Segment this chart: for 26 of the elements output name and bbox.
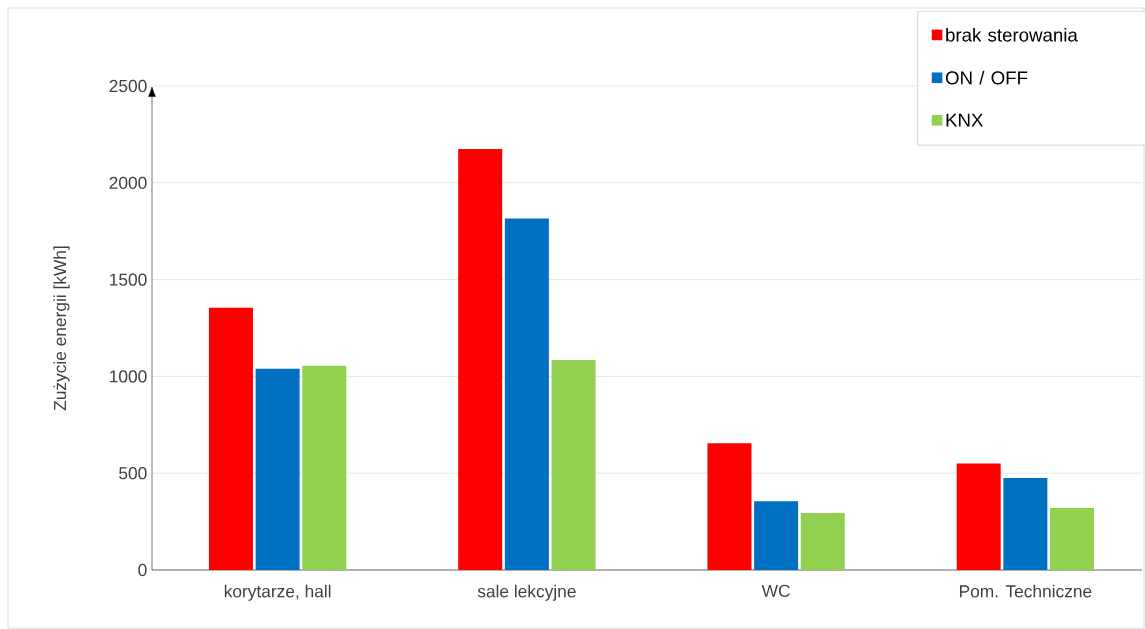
x-tick-label: WC: [761, 584, 790, 597]
y-tick-label: 0: [138, 563, 147, 577]
bar: [302, 365, 347, 570]
y-tick-label: 2000: [109, 176, 147, 189]
bar: [208, 307, 253, 570]
y-tick-label: 2500: [109, 79, 147, 93]
x-tick-label: korytarze, hall: [224, 584, 331, 601]
bar: [1003, 478, 1048, 570]
bar: [800, 512, 845, 570]
y-tick-label: 1000: [110, 370, 147, 383]
y-axis-title: Zużycie energii [kWh]: [53, 246, 70, 411]
bar: [551, 359, 596, 570]
bar: [458, 148, 503, 570]
y-tick-label: 500: [119, 467, 147, 480]
y-tick-label: 1500: [110, 273, 147, 286]
legend-label: brak sterowania: [946, 27, 1078, 42]
x-tick-label: Pom. Techniczne: [959, 584, 1092, 598]
x-tick-label: sale lekcyjne: [477, 584, 576, 601]
bar: [1050, 508, 1095, 570]
bar: [504, 218, 549, 570]
legend-label: ON / OFF: [945, 70, 1028, 85]
legend-label: KNX: [946, 113, 984, 127]
bar: [255, 368, 300, 570]
bar: [707, 443, 752, 570]
bar: [956, 463, 1001, 570]
bar: [754, 501, 799, 570]
